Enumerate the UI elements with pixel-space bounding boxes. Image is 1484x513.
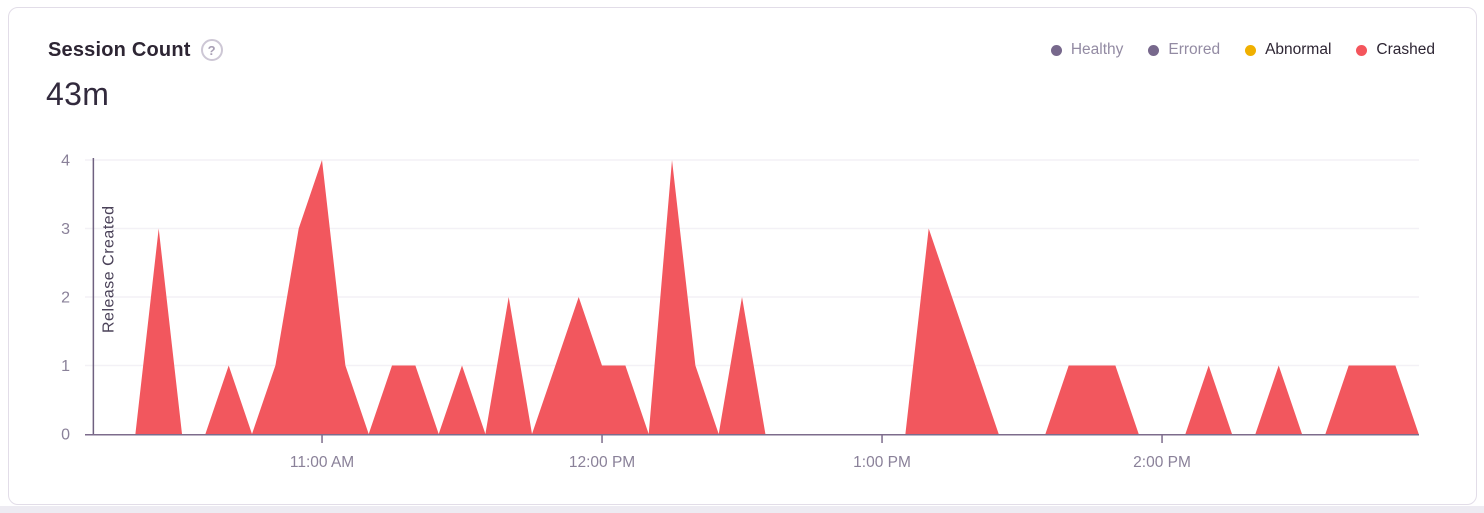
legend-label: Crashed [1376, 41, 1435, 58]
y-tick-label: 0 [61, 427, 70, 444]
y-tick-label: 3 [61, 221, 70, 238]
x-tick-label: 1:00 PM [853, 454, 911, 471]
crashed-area-series [88, 160, 1419, 434]
x-tick-label: 11:00 AM [290, 454, 354, 471]
legend-item-errored[interactable]: Errored [1148, 41, 1220, 59]
legend-item-crashed[interactable]: Crashed [1356, 41, 1435, 59]
legend-label: Errored [1168, 41, 1221, 58]
x-tick-label: 12:00 PM [569, 454, 635, 471]
crashed-dot-icon [1356, 44, 1368, 56]
help-icon[interactable]: ? [200, 39, 223, 61]
y-tick-label: 4 [61, 153, 70, 170]
next-row-peek [0, 506, 1484, 513]
legend-label: Healthy [1070, 41, 1124, 58]
page-title: Session Count [48, 38, 191, 61]
x-tick-label: 2:00 PM [1133, 454, 1191, 471]
errored-dot-icon [1148, 44, 1160, 56]
legend-item-healthy[interactable]: Healthy [1050, 41, 1124, 59]
abnormal-dot-icon [1245, 44, 1257, 56]
legend-item-abnormal[interactable]: Abnormal [1245, 41, 1331, 59]
y-tick-label: 1 [61, 358, 70, 375]
y-tick-label: 2 [61, 290, 70, 307]
healthy-dot-icon [1050, 44, 1062, 56]
chart-legend: Healthy Errored Abnormal Crashed [1050, 41, 1435, 59]
session-total-value: 43m [46, 76, 110, 112]
card-header: Session Count ? Healthy Errored Abnormal… [48, 36, 1435, 64]
release-line-label: Release Created [100, 205, 117, 333]
legend-label: Abnormal [1265, 41, 1332, 58]
